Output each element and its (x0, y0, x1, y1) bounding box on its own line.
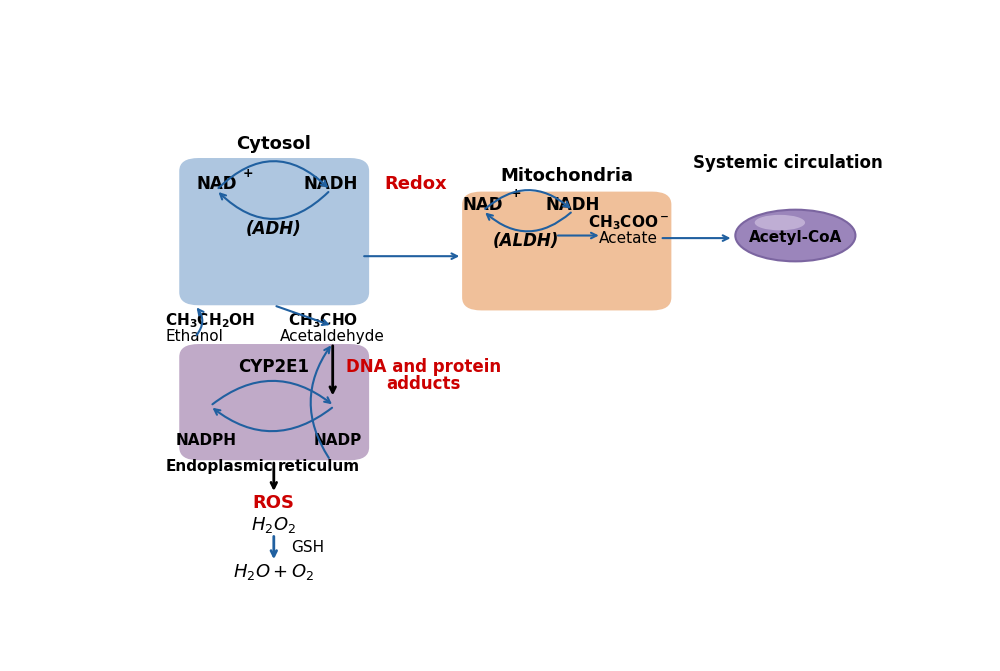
Ellipse shape (755, 215, 805, 230)
Text: NAD: NAD (196, 175, 237, 193)
Text: Acetate: Acetate (599, 231, 658, 246)
Text: NADP: NADP (314, 433, 362, 448)
Text: Redox: Redox (384, 175, 447, 193)
Text: $H_2O + O_2$: $H_2O + O_2$ (233, 562, 314, 582)
Text: NADH: NADH (546, 195, 600, 213)
Text: Ethanol: Ethanol (166, 329, 224, 344)
Text: CYP2E1: CYP2E1 (238, 358, 309, 376)
Text: GSH: GSH (292, 540, 325, 555)
Text: Endoplasmic: Endoplasmic (166, 459, 274, 474)
Text: $\mathbf{CH_3CHO}$: $\mathbf{CH_3CHO}$ (288, 311, 358, 329)
Text: Acetyl-CoA: Acetyl-CoA (749, 230, 842, 245)
Text: reticulum: reticulum (278, 459, 360, 474)
Text: (ALDH): (ALDH) (492, 231, 559, 250)
Text: $\mathbf{CH_3COO^-}$: $\mathbf{CH_3COO^-}$ (588, 213, 669, 232)
Text: (ADH): (ADH) (246, 220, 302, 238)
FancyBboxPatch shape (179, 158, 369, 305)
FancyBboxPatch shape (179, 344, 369, 460)
Text: adducts: adducts (386, 375, 461, 393)
Text: ROS: ROS (253, 494, 295, 512)
Text: Mitochondria: Mitochondria (500, 167, 633, 185)
Text: Acetaldehyde: Acetaldehyde (280, 329, 385, 344)
Text: Systemic circulation: Systemic circulation (693, 154, 883, 172)
Text: $H_2O_2$: $H_2O_2$ (251, 515, 296, 535)
Text: +: + (511, 187, 522, 201)
Text: NAD: NAD (463, 195, 503, 213)
Text: NADH: NADH (303, 175, 358, 193)
Text: NADPH: NADPH (176, 433, 237, 448)
Ellipse shape (735, 209, 855, 261)
FancyBboxPatch shape (462, 192, 671, 311)
Text: DNA and protein: DNA and protein (346, 358, 501, 376)
Text: +: + (243, 166, 253, 180)
Text: $\mathbf{CH_3CH_2OH}$: $\mathbf{CH_3CH_2OH}$ (165, 311, 256, 329)
Text: Cytosol: Cytosol (236, 135, 311, 152)
